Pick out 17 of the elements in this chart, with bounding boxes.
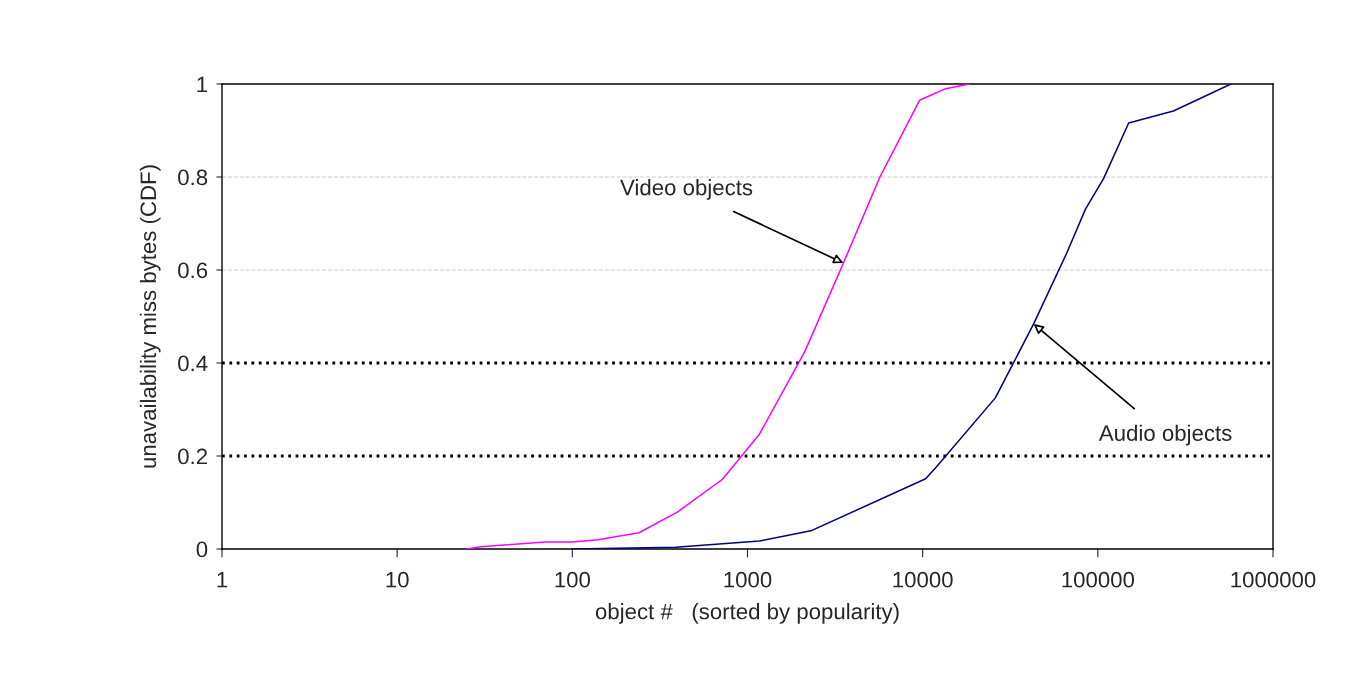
x-tick-label: 100 xyxy=(555,571,590,588)
y-tick-label: 0 xyxy=(196,541,208,558)
y-axis-title: unavailability miss bytes (CDF) xyxy=(139,165,161,468)
y-tick-label: 0.8 xyxy=(178,169,208,186)
y-tick-label: 0.4 xyxy=(178,355,208,372)
x-tick-label: 1000 xyxy=(724,571,772,588)
y-tick-label: 0.6 xyxy=(178,262,208,279)
x-tick-label: 10 xyxy=(386,571,409,588)
y-tick-label: 1 xyxy=(197,76,208,93)
x-tick-label: 10000 xyxy=(893,571,953,588)
x-tick-label: 100000 xyxy=(1062,571,1135,588)
y-tick-label: 0.2 xyxy=(178,448,207,465)
x-axis-title: object # (sorted by popularity) xyxy=(595,603,899,624)
x-tick-label: 1 xyxy=(217,572,228,588)
annotation: Audio objects xyxy=(1098,424,1232,446)
annotation: Video objects xyxy=(620,179,753,200)
x-tick-label: 1000000 xyxy=(1231,571,1316,588)
